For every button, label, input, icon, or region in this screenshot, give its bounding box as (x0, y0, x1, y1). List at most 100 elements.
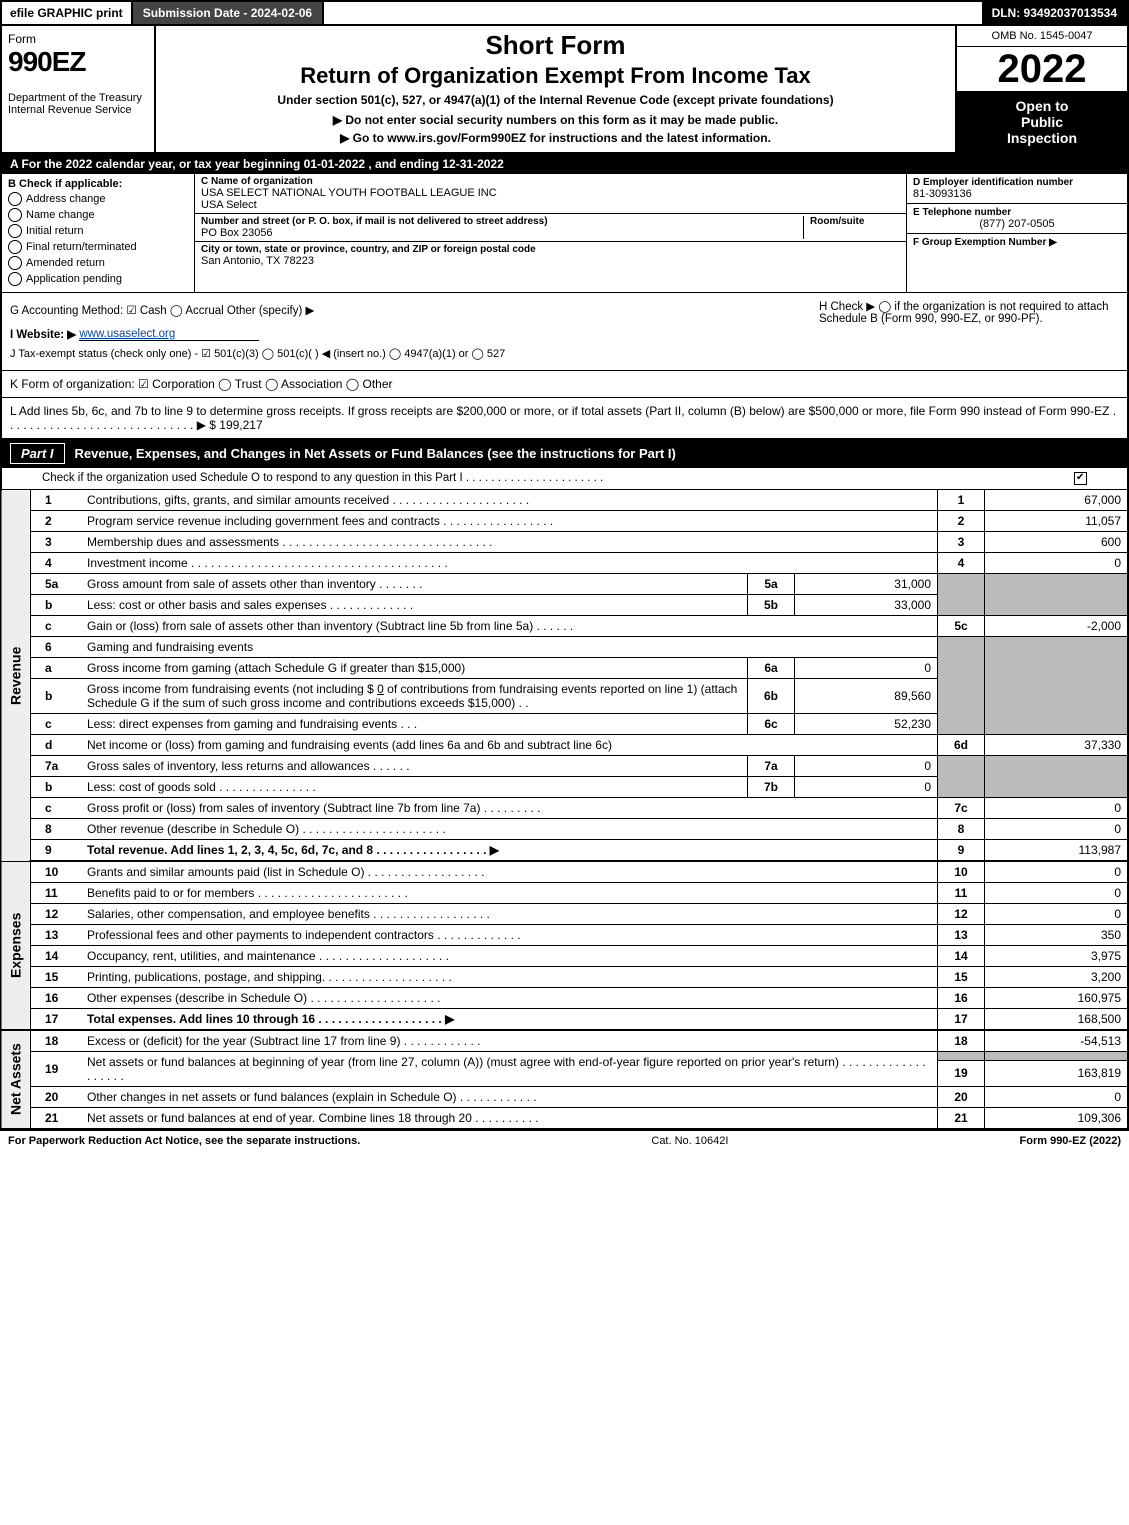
footer-left: For Paperwork Reduction Act Notice, see … (8, 1135, 360, 1147)
line12-amt: 0 (985, 904, 1129, 925)
line16-amt: 160,975 (985, 988, 1129, 1009)
line6a-box: 6a (748, 658, 795, 679)
line5c-amt: -2,000 (985, 616, 1129, 637)
line7a-num: 7a (31, 756, 82, 777)
col-c: C Name of organization USA SELECT NATION… (195, 174, 906, 292)
line6a-amt: 0 (795, 658, 938, 679)
line6b-num: b (31, 679, 82, 714)
addr-label: Number and street (or P. O. box, if mail… (201, 216, 803, 227)
b-header: B Check if applicable: (8, 178, 188, 190)
part1-sub-label: Check if the organization used Schedule … (42, 472, 1074, 485)
line6d-amt: 37,330 (985, 735, 1129, 756)
line4-box: 4 (938, 553, 985, 574)
line17-num: 17 (31, 1009, 82, 1031)
open-to-public: Open to Public Inspection (957, 92, 1127, 152)
line5-grey-amt (985, 574, 1129, 616)
line5a-num: 5a (31, 574, 82, 595)
chk-address-change[interactable]: Address change (8, 192, 188, 206)
chk-initial-return[interactable]: Initial return (8, 224, 188, 238)
line12-desc: Salaries, other compensation, and employ… (81, 904, 938, 925)
line6b-desc: Gross income from fundraising events (no… (81, 679, 748, 714)
line20-box: 20 (938, 1087, 985, 1108)
line18-amt: -54,513 (985, 1030, 1129, 1052)
line5c-box: 5c (938, 616, 985, 637)
line7c-amt: 0 (985, 798, 1129, 819)
line11-box: 11 (938, 883, 985, 904)
line15-amt: 3,200 (985, 967, 1129, 988)
efile-print-label[interactable]: efile GRAPHIC print (2, 2, 133, 24)
line8-num: 8 (31, 819, 82, 840)
line6c-num: c (31, 714, 82, 735)
section-bcdef: B Check if applicable: Address change Na… (0, 174, 1129, 293)
f-label: F Group Exemption Number ▶ (913, 237, 1121, 248)
line3-desc: Membership dues and assessments . . . . … (81, 532, 938, 553)
line20-desc: Other changes in net assets or fund bala… (81, 1087, 938, 1108)
line12-num: 12 (31, 904, 82, 925)
goto-link[interactable]: ▶ Go to www.irs.gov/Form990EZ for instru… (164, 131, 947, 145)
line8-amt: 0 (985, 819, 1129, 840)
line5a-desc: Gross amount from sale of assets other t… (81, 574, 748, 595)
line6c-desc: Less: direct expenses from gaming and fu… (81, 714, 748, 735)
chk-amended-return[interactable]: Amended return (8, 256, 188, 270)
line20-amt: 0 (985, 1087, 1129, 1108)
part1-header: Part I Revenue, Expenses, and Changes in… (0, 439, 1129, 468)
chk-final-return[interactable]: Final return/terminated (8, 240, 188, 254)
line19-box: 19 (938, 1060, 985, 1086)
footer-form: Form 990-EZ (2022) (1020, 1135, 1121, 1147)
line-h: H Check ▶ ◯ if the organization is not r… (811, 293, 1127, 370)
line19-desc: Net assets or fund balances at beginning… (81, 1052, 938, 1087)
line5b-num: b (31, 595, 82, 616)
line21-amt: 109,306 (985, 1108, 1129, 1130)
line3-box: 3 (938, 532, 985, 553)
line1-desc: Contributions, gifts, grants, and simila… (81, 490, 938, 511)
line7b-num: b (31, 777, 82, 798)
ssn-note: ▶ Do not enter social security numbers o… (164, 113, 947, 127)
submission-date: Submission Date - 2024-02-06 (133, 2, 324, 24)
line6d-box: 6d (938, 735, 985, 756)
line15-num: 15 (31, 967, 82, 988)
city-value: San Antonio, TX 78223 (201, 255, 900, 267)
website-link[interactable]: www.usaselect.org (79, 328, 259, 341)
line19-amt: 163,819 (985, 1060, 1129, 1086)
line7-grey-box (938, 756, 985, 798)
line6b-amt: 89,560 (795, 679, 938, 714)
address-row: Number and street (or P. O. box, if mail… (195, 214, 906, 242)
netassets-side-label: Net Assets (1, 1030, 31, 1129)
org-name-1: USA SELECT NATIONAL YOUTH FOOTBALL LEAGU… (201, 187, 900, 199)
line-j: J Tax-exempt status (check only one) - ☑… (10, 347, 803, 360)
open-line2: Public (961, 114, 1123, 130)
schedule-o-checkbox[interactable] (1074, 472, 1087, 485)
line7c-desc: Gross profit or (loss) from sales of inv… (81, 798, 938, 819)
line19-num: 19 (31, 1052, 82, 1087)
line5c-num: c (31, 616, 82, 637)
line14-amt: 3,975 (985, 946, 1129, 967)
part1-subtext: Check if the organization used Schedule … (0, 468, 1129, 490)
phone-value: (877) 207-0505 (913, 218, 1121, 230)
line2-desc: Program service revenue including govern… (81, 511, 938, 532)
line-k: K Form of organization: ☑ Corporation ◯ … (10, 377, 1119, 391)
phone-cell: E Telephone number (877) 207-0505 (907, 204, 1127, 234)
line7b-desc: Less: cost of goods sold . . . . . . . .… (81, 777, 748, 798)
line6d-num: d (31, 735, 82, 756)
part1-title: Revenue, Expenses, and Changes in Net As… (75, 446, 676, 461)
line6b-box: 6b (748, 679, 795, 714)
line18-desc: Excess or (deficit) for the year (Subtra… (81, 1030, 938, 1052)
line-i-label: I Website: ▶ (10, 329, 76, 341)
line14-desc: Occupancy, rent, utilities, and maintena… (81, 946, 938, 967)
c-name-label: C Name of organization (201, 176, 900, 187)
chk-name-change[interactable]: Name change (8, 208, 188, 222)
line-l: L Add lines 5b, 6c, and 7b to line 9 to … (10, 404, 1119, 432)
address-value: PO Box 23056 (201, 227, 803, 239)
line8-box: 8 (938, 819, 985, 840)
line6-num: 6 (31, 637, 82, 658)
city-row: City or town, state or province, country… (195, 242, 906, 269)
gh-row: G Accounting Method: ☑ Cash ◯ Accrual Ot… (0, 293, 1129, 370)
line6-grey-amt (985, 637, 1129, 735)
chk-application-pending[interactable]: Application pending (8, 272, 188, 286)
line1-num: 1 (31, 490, 82, 511)
line18-box: 18 (938, 1030, 985, 1052)
d-label: D Employer identification number (913, 177, 1121, 188)
line15-box: 15 (938, 967, 985, 988)
part1-label: Part I (10, 443, 65, 464)
line21-num: 21 (31, 1108, 82, 1130)
